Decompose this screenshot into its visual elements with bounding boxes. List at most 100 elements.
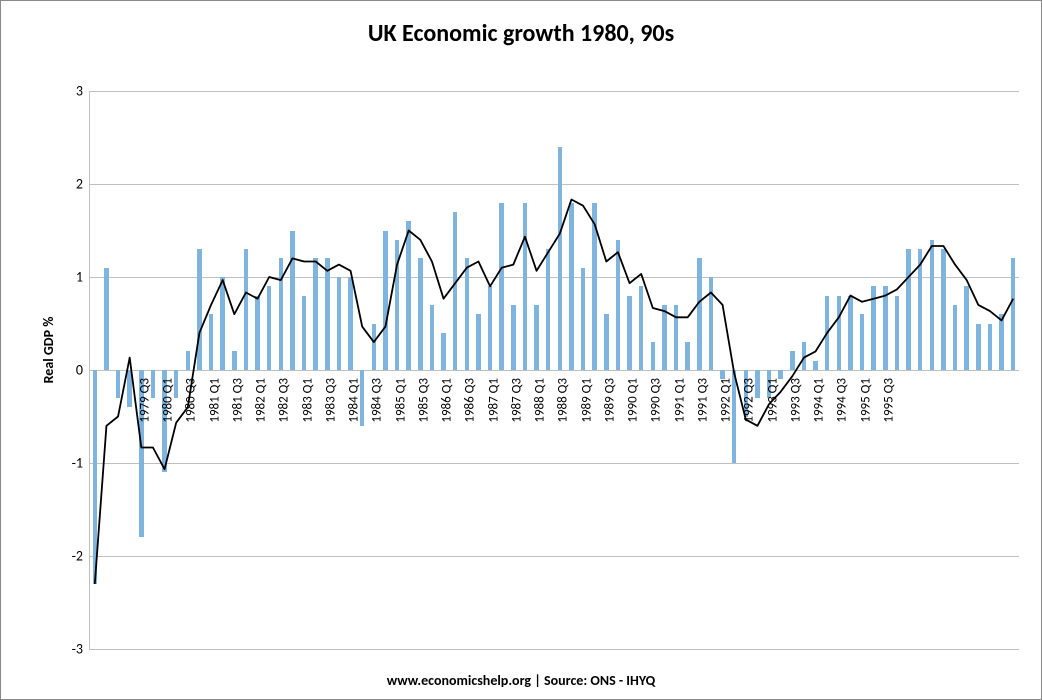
- x-tick-label: 1989 Q3: [602, 378, 617, 423]
- x-tick-label: 1987 Q1: [486, 378, 501, 423]
- bar: [534, 305, 538, 370]
- x-tick-label: 1992 Q1: [719, 378, 734, 423]
- x-tick-label: 1988 Q1: [533, 378, 548, 423]
- bar: [674, 305, 678, 370]
- bar: [906, 249, 910, 370]
- bar: [802, 342, 806, 370]
- x-tick-label: 1982 Q3: [277, 378, 292, 423]
- bar: [976, 324, 980, 371]
- bar: [871, 286, 875, 370]
- bar: [255, 296, 259, 370]
- x-tick-label: 1985 Q3: [416, 378, 431, 423]
- bar: [825, 296, 829, 370]
- bar: [941, 249, 945, 370]
- bar: [348, 277, 352, 370]
- x-tick-label: 1986 Q1: [440, 378, 455, 423]
- x-tick-label: 1982 Q1: [254, 378, 269, 423]
- bar: [1011, 258, 1015, 370]
- bar: [651, 342, 655, 370]
- bar: [186, 351, 190, 370]
- bar: [581, 268, 585, 370]
- bar: [662, 305, 666, 370]
- bar: [930, 240, 934, 370]
- bar: [337, 277, 341, 370]
- bar: [383, 231, 387, 371]
- gridline: [89, 370, 1019, 371]
- y-tick-label: 2: [53, 176, 83, 193]
- bar: [290, 231, 294, 371]
- x-tick-label: 1994 Q1: [812, 378, 827, 423]
- bar: [441, 333, 445, 370]
- bar: [209, 314, 213, 370]
- x-tick-label: 1985 Q1: [393, 378, 408, 423]
- bar: [488, 286, 492, 370]
- bar: [860, 314, 864, 370]
- bar: [395, 240, 399, 370]
- bar: [790, 351, 794, 370]
- bar: [523, 203, 527, 370]
- chart-title: UK Economic growth 1980, 90s: [1, 19, 1041, 48]
- x-tick-label: 1995 Q3: [881, 378, 896, 423]
- bar: [325, 258, 329, 370]
- x-tick-label: 1988 Q3: [556, 378, 571, 423]
- x-tick-label: 1990 Q1: [626, 378, 641, 423]
- bar: [813, 361, 817, 370]
- bar: [116, 370, 120, 398]
- x-tick-label: 1993 Q3: [788, 378, 803, 423]
- y-tick-label: 1: [53, 269, 83, 286]
- x-tick-label: 1992 Q3: [742, 378, 757, 423]
- gridline: [89, 463, 1019, 464]
- bar: [267, 286, 271, 370]
- bar: [127, 370, 131, 407]
- x-tick-label: 1989 Q1: [579, 378, 594, 423]
- bar: [430, 305, 434, 370]
- bar: [279, 258, 283, 370]
- x-tick-label: 1981 Q1: [207, 378, 222, 423]
- x-tick-label: 1991 Q3: [695, 378, 710, 423]
- x-tick-label: 1980 Q1: [161, 378, 176, 423]
- bar: [592, 203, 596, 370]
- bar: [406, 221, 410, 370]
- bar: [302, 296, 306, 370]
- bar: [685, 342, 689, 370]
- x-tick-label: 1983 Q1: [300, 378, 315, 423]
- bar: [453, 212, 457, 370]
- x-tick-label: 1993 Q1: [765, 378, 780, 423]
- chart-frame: UK Economic growth 1980, 90s Real GDP % …: [0, 0, 1042, 700]
- bar: [964, 286, 968, 370]
- x-tick-label: 1984 Q3: [370, 378, 385, 423]
- gridline: [89, 91, 1019, 92]
- y-tick-label: 0: [53, 362, 83, 379]
- bar: [848, 296, 852, 370]
- x-tick-label: 1995 Q1: [858, 378, 873, 423]
- bar: [418, 258, 422, 370]
- x-tick-label: 1990 Q3: [649, 378, 664, 423]
- bar: [895, 296, 899, 370]
- y-tick-label: 3: [53, 83, 83, 100]
- bar: [616, 240, 620, 370]
- gridline: [89, 277, 1019, 278]
- bar: [476, 314, 480, 370]
- bar: [558, 147, 562, 370]
- bar: [918, 249, 922, 370]
- plot-area: 1979 Q31980 Q11980 Q31981 Q11981 Q31982 …: [89, 91, 1019, 649]
- bar: [465, 258, 469, 370]
- y-tick-label: -2: [53, 548, 83, 565]
- bar: [627, 296, 631, 370]
- x-tick-label: 1987 Q3: [509, 378, 524, 423]
- y-tick-label: -1: [53, 455, 83, 472]
- gridline: [89, 649, 1019, 650]
- bar: [569, 203, 573, 370]
- bar: [220, 277, 224, 370]
- y-tick-label: -3: [53, 641, 83, 658]
- bar: [639, 286, 643, 370]
- bar: [837, 296, 841, 370]
- bar: [999, 314, 1003, 370]
- x-tick-label: 1980 Q3: [184, 378, 199, 423]
- x-tick-label: 1986 Q3: [463, 378, 478, 423]
- x-tick-label: 1984 Q1: [347, 378, 362, 423]
- x-tick-label: 1991 Q1: [672, 378, 687, 423]
- bar: [499, 203, 503, 370]
- bar: [104, 268, 108, 370]
- bar: [546, 249, 550, 370]
